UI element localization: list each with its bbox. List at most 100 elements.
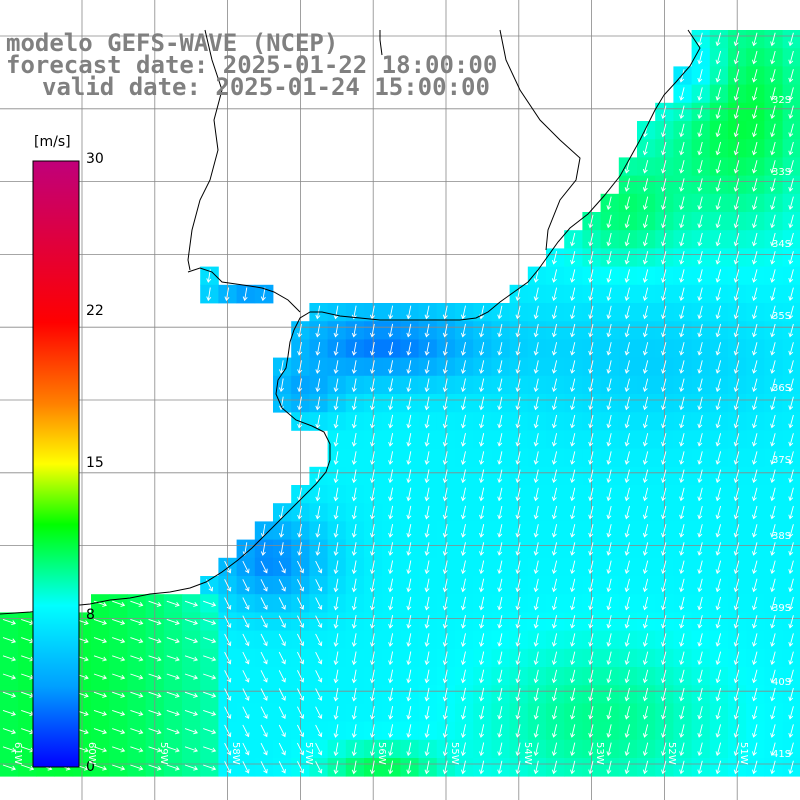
wind-arrow	[224, 579, 232, 592]
wind-arrow	[570, 669, 576, 684]
wind-arrow	[697, 524, 703, 538]
wind-arrow	[733, 323, 740, 338]
wind-arrow	[460, 578, 466, 593]
wind-arrow	[333, 396, 339, 411]
wind-arrow	[642, 578, 649, 593]
wind-arrow	[697, 269, 703, 283]
wind-arrow	[224, 633, 232, 647]
wind-arrow	[770, 505, 776, 520]
wind-arrow	[260, 579, 268, 592]
wind-arrow	[751, 742, 758, 757]
wind-arrow	[751, 378, 758, 393]
wind-arrow	[442, 505, 448, 520]
colorbar-tick-15: 15	[86, 455, 104, 471]
wind-arrow	[697, 578, 703, 593]
wind-arrow	[497, 760, 503, 775]
wind-arrow	[751, 487, 758, 502]
wind-arrow	[751, 469, 758, 484]
wind-arrow	[624, 615, 630, 629]
wind-arrow	[661, 414, 667, 429]
wind-arrow	[661, 706, 667, 720]
wind-arrow	[479, 323, 485, 338]
wind-arrow	[624, 687, 630, 702]
wind-arrow	[166, 746, 180, 753]
wind-arrow	[751, 160, 758, 174]
wind-arrow	[551, 578, 558, 593]
wind-arrow	[551, 760, 558, 775]
wind-arrow	[515, 360, 521, 374]
wind-arrow	[588, 687, 594, 702]
coastline	[0, 29, 701, 615]
wind-arrow	[351, 505, 357, 520]
wind-arrow	[515, 706, 521, 720]
wind-arrow	[260, 706, 268, 720]
wind-arrow	[624, 451, 630, 465]
wind-arrow	[770, 687, 776, 702]
wind-arrow	[551, 633, 558, 647]
wind-arrow	[369, 633, 375, 647]
wind-arrow	[570, 469, 576, 484]
wind-arrow	[130, 728, 144, 735]
wind-arrow	[588, 269, 594, 283]
wind-arrow	[112, 728, 126, 735]
wind-arrow	[351, 760, 357, 775]
wind-arrow	[606, 342, 612, 356]
wind-arrow	[679, 178, 685, 192]
wind-arrow	[715, 105, 722, 120]
wind-arrow	[242, 287, 248, 302]
wind-arrow	[424, 433, 430, 447]
wind-arrow	[733, 269, 740, 283]
wind-arrow	[624, 542, 630, 556]
wind-arrow	[661, 578, 667, 593]
wind-arrow	[278, 761, 286, 774]
wind-arrow	[515, 578, 521, 593]
wind-arrow	[224, 724, 232, 738]
wind-arrow	[661, 760, 667, 775]
wind-arrow	[751, 633, 758, 647]
wind-arrow	[715, 214, 722, 229]
wind-arrow	[260, 633, 268, 647]
wind-arrow	[770, 214, 776, 229]
wind-arrow	[679, 651, 685, 666]
wind-arrow	[788, 469, 794, 484]
wind-arrow	[733, 232, 740, 247]
wind-arrow	[130, 709, 144, 717]
wind-arrow	[788, 160, 794, 174]
wind-arrow	[661, 560, 667, 575]
wind-arrow	[570, 524, 576, 538]
wind-arrow	[424, 542, 430, 556]
wind-arrow	[697, 105, 703, 120]
wind-arrow	[388, 542, 394, 556]
wind-arrow	[751, 105, 758, 120]
wind-arrow	[333, 560, 339, 575]
wind-arrow	[751, 433, 758, 447]
wind-arrow	[333, 378, 339, 393]
wind-arrow	[606, 633, 612, 647]
wind-arrow	[715, 50, 722, 65]
wind-arrow	[606, 651, 612, 666]
wind-arrow	[588, 342, 594, 356]
wind-arrow	[715, 305, 722, 320]
wind-arrow	[148, 655, 162, 662]
wind-arrow	[570, 487, 576, 502]
wind-arrow	[369, 396, 375, 411]
wind-arrow	[715, 760, 722, 775]
wind-arrow	[442, 414, 448, 429]
wind-arrow	[788, 323, 794, 338]
wind-arrow	[515, 560, 521, 575]
wind-arrow	[588, 560, 594, 575]
wind-arrow	[751, 651, 758, 666]
wind-arrow	[770, 269, 776, 283]
wind-arrow	[460, 414, 466, 429]
wind-arrow	[679, 760, 685, 775]
wind-arrow	[533, 724, 539, 738]
wind-arrow	[260, 287, 266, 302]
wind-arrow	[697, 487, 703, 502]
wind-arrow	[770, 360, 776, 374]
lat-label: 36S	[772, 383, 792, 394]
wind-arrow	[751, 542, 758, 556]
wind-arrow	[751, 50, 758, 65]
wind-arrow	[515, 651, 521, 666]
lon-label: 60W	[86, 742, 97, 765]
wind-arrow	[515, 615, 521, 629]
